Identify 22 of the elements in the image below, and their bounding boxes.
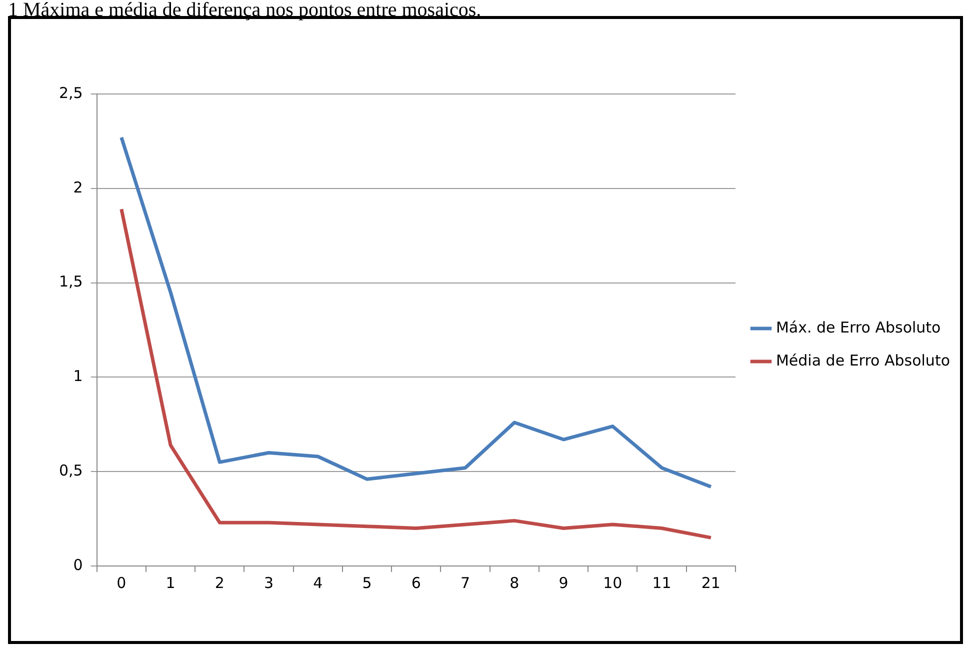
x-tick-label: 9 xyxy=(558,574,568,592)
x-tick-label: 4 xyxy=(313,574,323,592)
x-tick-label: 7 xyxy=(460,574,470,592)
x-tick-label: 0 xyxy=(116,574,126,592)
y-tick-label: 1 xyxy=(73,367,83,386)
legend-label: Máx. de Erro Absoluto xyxy=(776,318,941,336)
y-tick-label: 2,5 xyxy=(58,84,83,102)
x-tick-label: 5 xyxy=(362,574,372,592)
y-tick-label: 0,5 xyxy=(58,461,83,480)
x-tick-label: 10 xyxy=(603,574,622,592)
x-tick-label: 2 xyxy=(214,574,224,592)
x-tick-label: 11 xyxy=(652,574,672,592)
legend-label: Média de Erro Absoluto xyxy=(776,351,950,370)
chart-title: 1 Máxima e média de diferença nos pontos entre mosaicos. xyxy=(8,0,482,21)
y-tick-label: 0 xyxy=(73,556,83,574)
x-tick-label: 6 xyxy=(411,574,421,592)
y-tick-label: 2 xyxy=(73,178,83,196)
y-tick-label: 1,5 xyxy=(58,272,83,291)
x-tick-label: 21 xyxy=(701,574,720,592)
x-tick-label: 1 xyxy=(166,574,176,592)
x-tick-label: 3 xyxy=(264,574,274,592)
x-tick-label: 8 xyxy=(510,574,520,592)
